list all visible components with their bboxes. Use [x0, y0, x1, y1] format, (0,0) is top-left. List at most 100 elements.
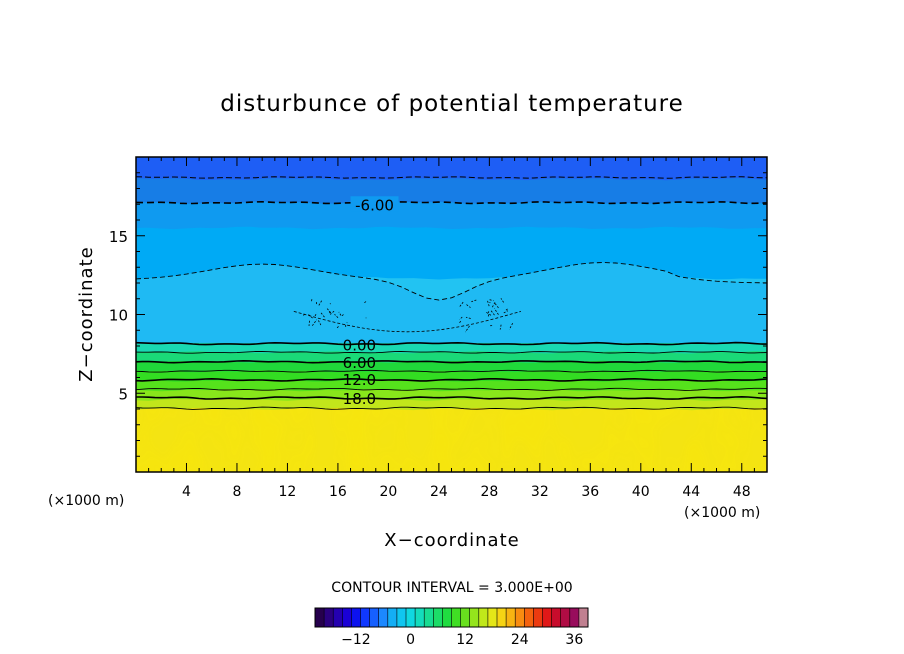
contour-line-neg9: [136, 176, 767, 179]
contour-squiggle: [311, 319, 318, 326]
colorbar: −12 0 12 24 36: [314, 607, 589, 648]
contour-squiggle: [508, 323, 514, 330]
contour-squiggle: [489, 299, 494, 302]
contour-line-3: [136, 351, 767, 354]
contour-label: -6.00: [355, 196, 394, 214]
x-tick-label: 24: [430, 484, 448, 500]
colorbar-cell: [433, 608, 443, 627]
colorbar-cell: [406, 608, 416, 627]
contour-squiggle: [459, 319, 462, 323]
contour-label: 6.00: [343, 354, 376, 372]
contour-squiggle: [364, 300, 368, 304]
contour-squiggle: [485, 311, 492, 316]
contour-line-neg3: [136, 262, 767, 301]
contour-line-neg1: [293, 311, 522, 333]
colorbar-cell: [524, 608, 534, 627]
colorbar-cell: [333, 608, 343, 627]
contour-squiggle: [487, 300, 490, 307]
contour-squiggle: [493, 308, 499, 315]
colorbar-cell: [442, 608, 452, 627]
contour-label-bg: [350, 196, 399, 212]
colorbar-cell: [342, 608, 352, 627]
x-tick-label: 8: [232, 484, 241, 500]
contour-squiggle: [328, 311, 332, 315]
x-tick-label: 36: [581, 484, 599, 500]
colorbar-cell: [424, 608, 434, 627]
colorbar-cell: [451, 608, 461, 627]
contour-squiggle: [471, 299, 477, 303]
colorbar-cell: [560, 608, 571, 627]
x-tick-label: 40: [632, 484, 650, 500]
contour-squiggle: [319, 311, 325, 318]
x-tick-label: 32: [531, 484, 549, 500]
contour-line-18: [136, 395, 767, 400]
colorbar-cell: [515, 608, 525, 627]
chart-title: disturbunce of potential temperature: [220, 91, 684, 117]
contour-squiggle: [318, 299, 323, 306]
colorbar-tick-label: 24: [511, 632, 529, 648]
contour-squiggle: [308, 314, 314, 319]
contour-squiggle: [464, 325, 470, 333]
contour-label: 18.0: [343, 390, 376, 408]
colorbar-cell: [551, 608, 562, 627]
colorbar-cell: [378, 608, 389, 627]
contour-label: 12.0: [343, 371, 376, 389]
colorbar-cell: [569, 608, 580, 627]
contour-line-9: [136, 369, 767, 373]
contour-squiggle: [494, 303, 499, 309]
colorbar-cell: [315, 608, 325, 627]
contour-squiggle: [458, 301, 464, 308]
contour-squiggle: [466, 304, 471, 308]
y-tick-label: 15: [109, 228, 128, 246]
x-unit-left: (×1000 m): [48, 493, 124, 509]
colorbar-tick-label: 12: [456, 632, 474, 648]
x-tick-label: 28: [480, 484, 498, 500]
colorbar-cell: [497, 608, 507, 627]
contour-squiggle: [308, 320, 310, 326]
y-tick-label: 10: [109, 307, 128, 325]
contour-label: 0.00: [343, 336, 376, 354]
contour-squiggle: [334, 314, 339, 319]
colorbar-cell: [506, 608, 516, 627]
contour-squiggle: [504, 308, 508, 312]
colorbar-tick-label: 36: [565, 632, 583, 648]
colorbar-cell: [360, 608, 370, 627]
colorbar-cell: [387, 608, 398, 627]
colorbar-cell: [487, 608, 498, 627]
contour-line-6: [136, 359, 767, 364]
contour-line-0: [136, 341, 767, 346]
contour-squiggle: [465, 316, 471, 319]
contour-squiggle: [500, 298, 504, 303]
x-tick-label: 44: [682, 484, 700, 500]
x-tick-label: 20: [379, 484, 397, 500]
texture-region: [136, 409, 767, 472]
contour-squiggle: [310, 299, 313, 303]
x-tick-label: 4: [182, 484, 191, 500]
contour-interval-label: CONTOUR INTERVAL = 3.000E+00: [331, 580, 572, 596]
contour-band: [136, 262, 767, 343]
y-tick-label: 5: [118, 385, 128, 403]
contour-line-neg6: [136, 200, 767, 205]
x-axis-label: X−coordinate: [384, 530, 519, 551]
x-tick-label: 48: [733, 484, 751, 500]
colorbar-cell: [351, 608, 361, 627]
contour-squiggle: [318, 320, 322, 326]
y-axis-label: Z−coordinate: [76, 246, 97, 381]
contour-squiggle: [303, 313, 306, 316]
colorbar-cell: [542, 608, 552, 627]
colorbar-cell: [478, 608, 489, 627]
colorbar-tick-label: 0: [406, 632, 415, 648]
contour-line-21: [136, 406, 767, 410]
contour-squiggle: [341, 313, 345, 317]
colorbar-cell: [369, 608, 380, 627]
contour-squiggle: [338, 311, 342, 316]
x-tick-label: 12: [279, 484, 297, 500]
contour-line-15: [136, 387, 767, 391]
contour-squiggle: [329, 310, 335, 315]
contour-line-12: [136, 377, 767, 382]
contour-squiggle: [314, 312, 318, 317]
colorbar-cell: [396, 608, 407, 627]
contour-squiggle: [490, 309, 495, 316]
